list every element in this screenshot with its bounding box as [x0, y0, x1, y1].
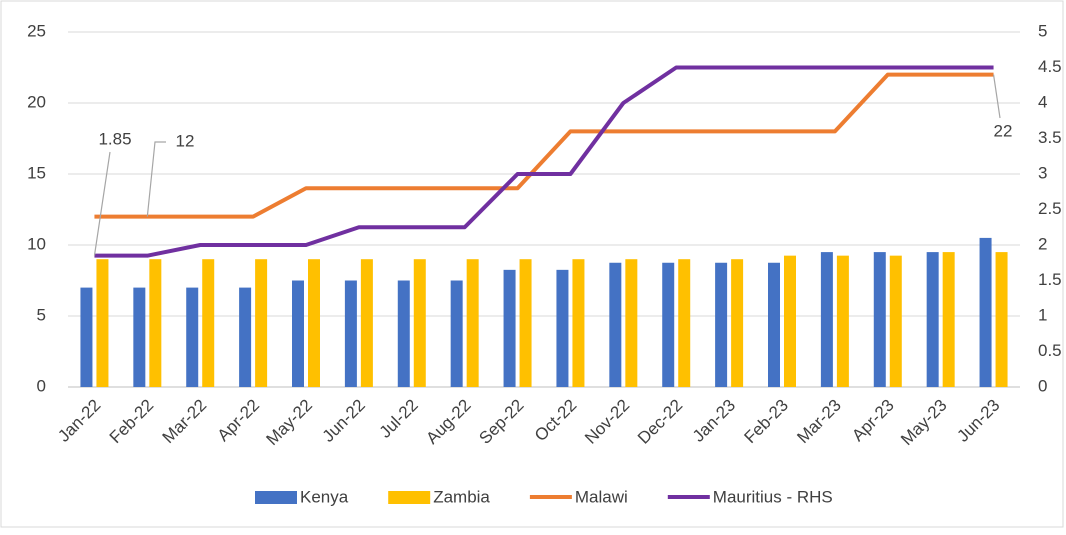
bar: [344, 280, 357, 387]
bar: [239, 287, 252, 387]
bar: [662, 262, 675, 387]
bar: [836, 255, 849, 387]
bar: [873, 252, 886, 387]
y2-tick-label: 3.5: [1038, 128, 1062, 147]
bar: [413, 259, 426, 387]
legend-swatch: [388, 491, 431, 504]
bar: [609, 262, 622, 387]
bar: [942, 252, 955, 387]
line: [94, 65, 994, 258]
bar: [995, 252, 1008, 387]
bar: [80, 287, 93, 387]
data-label: 22: [994, 121, 1013, 140]
bar: [678, 259, 691, 387]
bar: [202, 259, 215, 387]
leader-line: [93, 151, 111, 256]
bar: [466, 259, 479, 387]
y2-tick-label: 0: [1038, 376, 1047, 395]
y-tick-label: 15: [27, 163, 46, 182]
bar: [308, 259, 320, 387]
bar: [889, 255, 902, 387]
y2-tick-label: 3: [1038, 163, 1047, 182]
y2-tick-label: 2.5: [1038, 199, 1062, 218]
bar: [450, 280, 463, 387]
bar: [360, 259, 373, 387]
bar: [979, 237, 992, 387]
bar: [625, 259, 638, 387]
y2-tick-label: 4: [1038, 92, 1047, 111]
y-tick-label: 5: [37, 305, 46, 324]
y2-tick-label: 1: [1038, 305, 1047, 324]
bar: [133, 287, 146, 387]
bar: [519, 259, 532, 387]
leader-line: [146, 141, 166, 217]
bar: [784, 255, 796, 387]
bar: [186, 287, 199, 387]
y-tick-label: 0: [37, 376, 46, 395]
bar: [926, 252, 939, 387]
data-label: 12: [176, 131, 195, 150]
bar: [96, 259, 109, 387]
legend-label: Mauritius - RHS: [713, 487, 833, 506]
bar: [731, 259, 744, 387]
y2-tick-label: 5: [1038, 21, 1047, 40]
bar: [149, 259, 162, 387]
legend-label: Malawi: [575, 487, 628, 506]
y-tick-label: 20: [27, 92, 46, 111]
bar: [820, 252, 833, 387]
bar: [503, 269, 516, 387]
data-label: 1.85: [98, 129, 131, 148]
bar: [556, 269, 569, 387]
y2-tick-label: 4.5: [1038, 57, 1062, 76]
y2-tick-label: 1.5: [1038, 270, 1062, 289]
bar: [572, 259, 585, 387]
leader-line: [992, 74, 1001, 119]
y2-tick-label: 0.5: [1038, 341, 1062, 360]
bar: [255, 259, 268, 387]
legend-label: Zambia: [433, 487, 490, 506]
bar: [715, 262, 728, 387]
bar: [768, 262, 780, 387]
legend-swatch: [255, 491, 297, 504]
y-tick-label: 25: [27, 21, 46, 40]
bar: [397, 280, 410, 387]
y2-tick-label: 2: [1038, 234, 1047, 253]
y-tick-label: 10: [27, 234, 46, 253]
line: [94, 72, 994, 219]
legend-label: Kenya: [300, 487, 349, 506]
bar: [292, 280, 304, 387]
